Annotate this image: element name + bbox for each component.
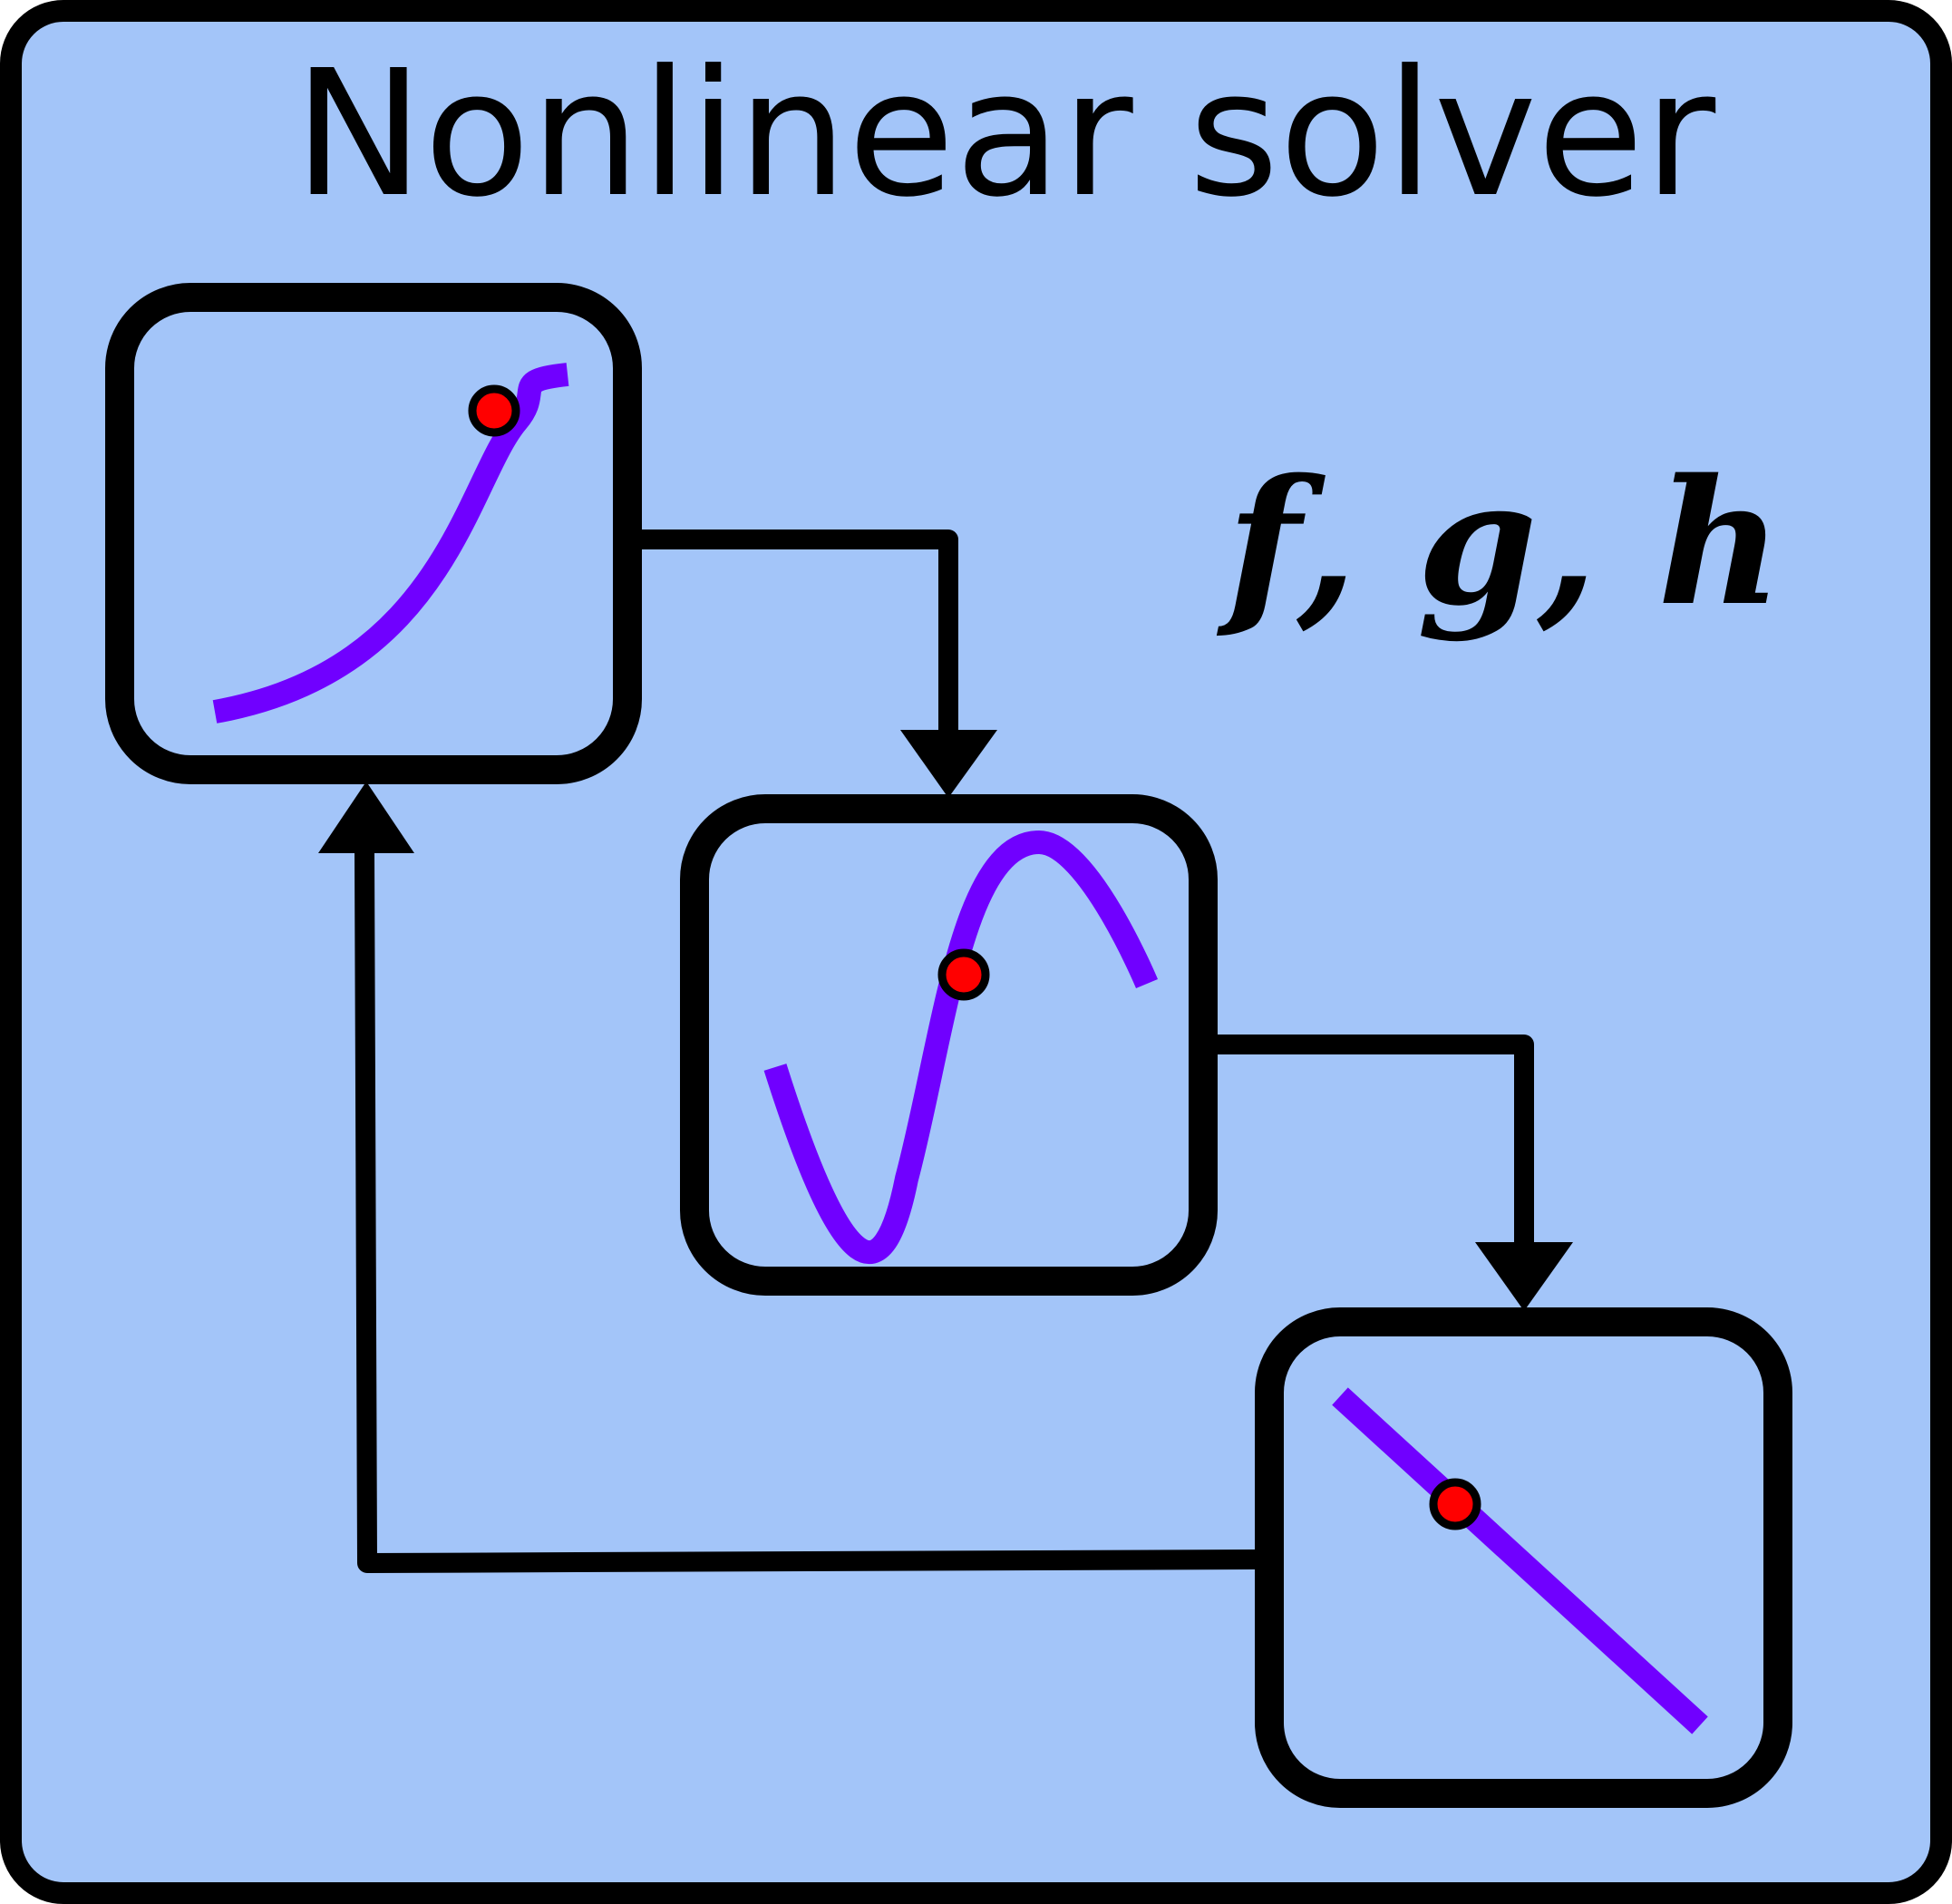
- sigmoid-solution-point: [468, 384, 520, 437]
- sine-solution-point: [937, 948, 990, 1001]
- functions-label: f, g, h: [1216, 442, 1782, 644]
- diagram-title: Nonlinear solver: [294, 34, 1716, 236]
- edge-sigmoid-to-sine: [632, 529, 997, 798]
- edge-sine-to-linear: [1208, 1035, 1573, 1311]
- edge-linear-to-sigmoid-line: [354, 842, 1265, 1573]
- sine-curve: [763, 830, 1158, 1264]
- edge-linear-to-sigmoid: [318, 782, 1265, 1573]
- linear-box: [1255, 1307, 1792, 1808]
- edge-sigmoid-to-sine-line: [632, 529, 958, 749]
- edge-sine-to-linear-line: [1208, 1035, 1534, 1261]
- linear-curve: [1332, 1387, 1708, 1734]
- sine-box-frame: [680, 794, 1218, 1296]
- linear-solution-point: [1429, 1478, 1481, 1530]
- sigmoid-curve: [212, 363, 569, 724]
- edge-sine-to-linear-arrowhead: [1475, 1242, 1573, 1311]
- edge-sigmoid-to-sine-arrowhead: [900, 730, 997, 798]
- sigmoid-box-frame: [105, 283, 642, 784]
- linear-box-frame: [1255, 1307, 1792, 1808]
- sigmoid-box: [105, 283, 642, 784]
- sine-box: [680, 794, 1218, 1296]
- edge-linear-to-sigmoid-arrowhead: [318, 782, 414, 853]
